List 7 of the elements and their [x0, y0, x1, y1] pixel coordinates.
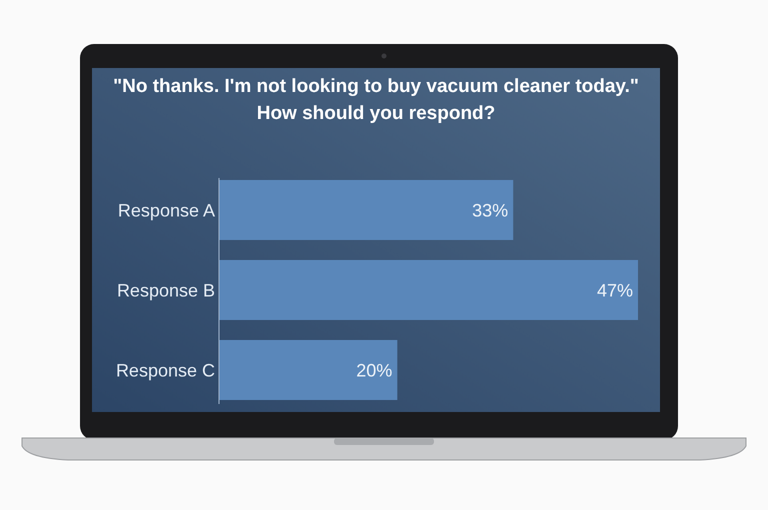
data-label: 20%: [356, 360, 392, 380]
y-tick-label: Response C: [116, 360, 215, 380]
chart-title: "No thanks. I'm not looking to buy vacuum cleaner today." How should you respond?: [113, 76, 639, 124]
data-label: 33%: [472, 200, 508, 220]
data-label: 47%: [596, 280, 633, 300]
y-tick-label: Response A: [118, 200, 215, 220]
y-tick-label: Response B: [116, 280, 215, 300]
